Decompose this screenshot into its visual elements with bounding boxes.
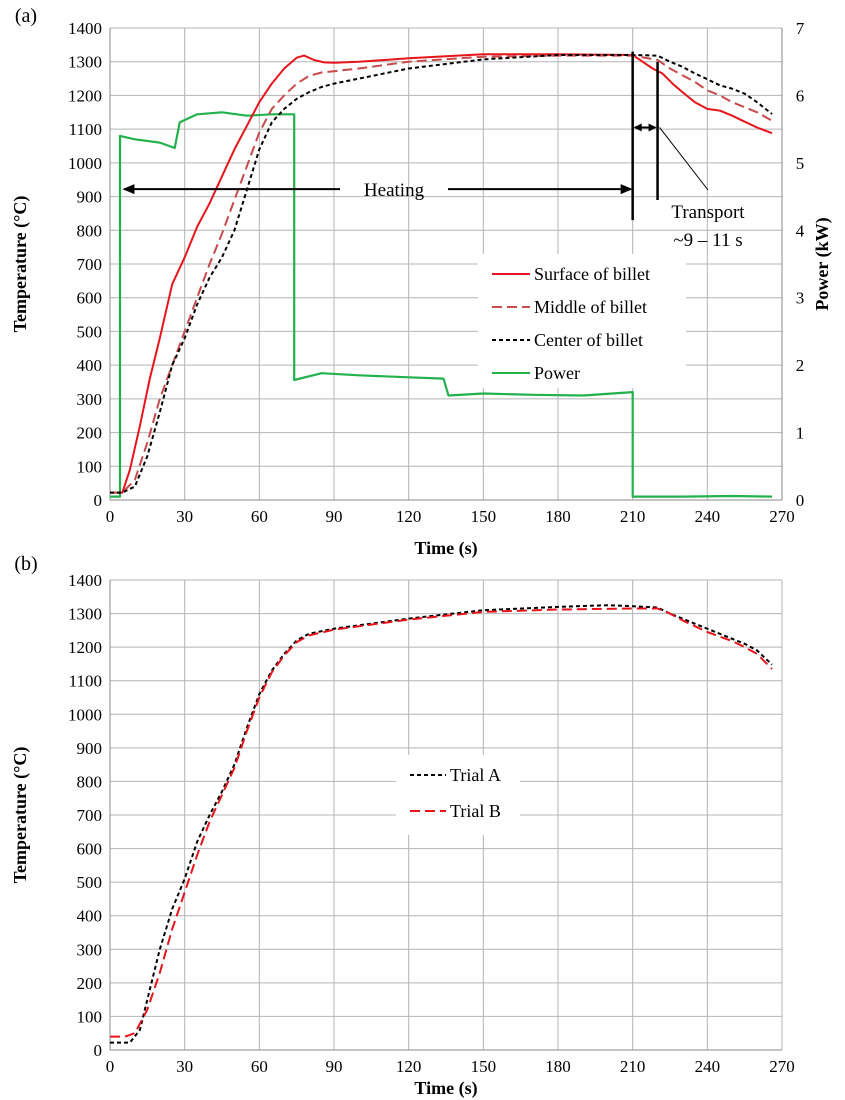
x-tick-label: 0 — [106, 1057, 115, 1076]
y-tick-label: 1100 — [69, 120, 102, 139]
x-tick-label: 120 — [396, 507, 422, 526]
x-tick-label: 210 — [620, 1057, 646, 1076]
legend-box — [478, 254, 686, 388]
y-tick-label: 100 — [77, 1007, 103, 1026]
legend-label: Trial B — [450, 801, 501, 821]
y-tick-label: 0 — [94, 491, 103, 510]
heating-arrowhead-left — [122, 184, 135, 195]
y-tick-label: 600 — [77, 289, 103, 308]
y-tick-label: 1100 — [69, 672, 102, 691]
transport-duration-label: ~9 – 11 s — [673, 230, 742, 251]
y2-tick-label: 2 — [796, 356, 805, 375]
y-tick-label: 900 — [77, 739, 103, 758]
y2-tick-label: 0 — [796, 491, 805, 510]
series-line-middle-of-billet — [110, 54, 773, 494]
x-axis-title: Time (s) — [414, 1078, 477, 1099]
x-tick-label: 150 — [471, 1057, 497, 1076]
y-tick-label: 1400 — [68, 19, 102, 38]
y-tick-label: 600 — [77, 840, 103, 859]
legend-label: Power — [534, 363, 580, 383]
x-tick-label: 240 — [695, 507, 721, 526]
x-tick-label: 60 — [251, 507, 268, 526]
y-tick-label: 1300 — [68, 53, 102, 72]
series-line-center-of-billet — [110, 54, 773, 494]
transport-arrowhead-left — [633, 123, 642, 132]
heating-arrowhead-right — [620, 184, 633, 195]
y-tick-label: 200 — [77, 424, 103, 443]
y-tick-label: 1200 — [68, 638, 102, 657]
x-tick-label: 180 — [545, 1057, 571, 1076]
y-tick-label: 1300 — [68, 605, 102, 624]
y-tick-label: 300 — [77, 940, 103, 959]
series-line-surface-of-billet — [110, 53, 773, 494]
y-tick-label: 300 — [77, 390, 103, 409]
legend-box — [396, 755, 520, 835]
y2-tick-label: 1 — [796, 424, 805, 443]
y2-tick-label: 7 — [796, 19, 805, 38]
x-tick-label: 240 — [695, 1057, 721, 1076]
series-line-power — [110, 111, 773, 498]
panel-label: (b) — [14, 553, 37, 575]
legend-label: Center of billet — [534, 330, 643, 350]
panel-label: (a) — [15, 5, 37, 27]
series-line-trial-b — [110, 607, 773, 1038]
y-tick-label: 0 — [94, 1041, 103, 1060]
x-tick-label: 90 — [326, 1057, 343, 1076]
y2-axis-title: Power (kW) — [812, 217, 833, 310]
y-tick-label: 100 — [77, 457, 103, 476]
y-tick-label: 900 — [77, 188, 103, 207]
y-tick-label: 1200 — [68, 86, 102, 105]
y-tick-label: 700 — [77, 255, 103, 274]
x-tick-label: 30 — [176, 1057, 193, 1076]
y-tick-label: 200 — [77, 974, 103, 993]
y-tick-label: 800 — [77, 221, 103, 240]
y2-tick-label: 6 — [796, 86, 805, 105]
y2-tick-label: 3 — [796, 289, 805, 308]
y-tick-label: 700 — [77, 806, 103, 825]
panel-a-chart: 0 30 60 90 120 150 180 210 240 270010020030040050… — [10, 5, 833, 559]
y-tick-label: 800 — [77, 772, 103, 791]
legend-label: Middle of billet — [534, 297, 647, 317]
y2-tick-label: 5 — [796, 154, 805, 173]
x-tick-label: 180 — [545, 507, 571, 526]
y-tick-label: 400 — [77, 356, 103, 375]
y-tick-label: 400 — [77, 907, 103, 926]
series-line-trial-a — [110, 604, 773, 1044]
x-tick-label: 210 — [620, 507, 646, 526]
legend-label: Surface of billet — [534, 264, 650, 284]
x-tick-label: 270 — [769, 507, 795, 526]
transport-label: Transport — [671, 202, 745, 223]
x-tick-label: 150 — [471, 507, 497, 526]
transport-arrowhead-right — [648, 123, 657, 132]
x-tick-label: 0 — [106, 507, 115, 526]
transport-leader-line — [659, 127, 709, 191]
y2-tick-label: 4 — [796, 221, 805, 240]
panel-b-chart: 0 30 60 90 120 150 180 210 240 270 0 100 200 300 400 50… — [10, 553, 795, 1099]
y-tick-label: 1400 — [68, 571, 102, 590]
legend-label: Trial A — [450, 765, 501, 785]
x-tick-label: 90 — [326, 507, 343, 526]
heating-label: Heating — [364, 180, 425, 201]
y-axis-title: Temperature (°C) — [10, 196, 31, 333]
y-tick-label: 500 — [77, 322, 103, 341]
y-axis-title: Temperature (°C) — [10, 747, 31, 884]
y-tick-label: 1000 — [68, 154, 102, 173]
y-tick-label: 500 — [77, 873, 103, 892]
x-tick-label: 120 — [396, 1057, 422, 1076]
x-axis-title: Time (s) — [414, 538, 477, 559]
y-tick-label: 1000 — [68, 705, 102, 724]
x-tick-label: 30 — [176, 507, 193, 526]
x-tick-label: 270 — [769, 1057, 795, 1076]
x-tick-label: 60 — [251, 1057, 268, 1076]
